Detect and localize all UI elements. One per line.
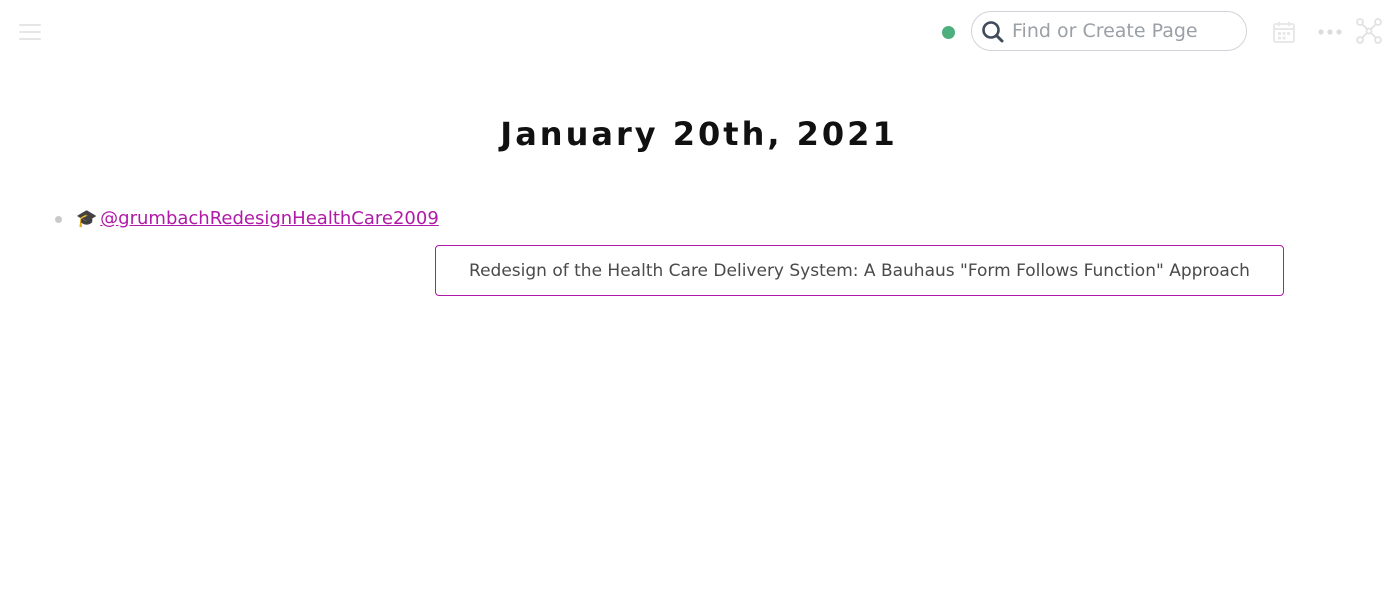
search-icon [982, 21, 1004, 43]
block-bullet[interactable] [55, 216, 62, 223]
reference-preview-tooltip: Redesign of the Health Care Delivery Sys… [435, 245, 1284, 296]
search-input[interactable] [1012, 16, 1238, 46]
page-reference-text: @grumbachRedesignHealthCare2009 [100, 208, 439, 229]
top-bar [0, 0, 1394, 64]
search-box[interactable] [971, 11, 1247, 51]
page-reference-link[interactable]: 🎓 @grumbachRedesignHealthCare2009 [76, 206, 439, 232]
sync-status-dot [942, 26, 955, 39]
page-title[interactable]: January 20th, 2021 [500, 115, 898, 153]
more-dots-icon[interactable] [1317, 24, 1343, 40]
graph-icon[interactable] [1356, 18, 1382, 44]
hamburger-menu-icon[interactable] [18, 21, 42, 41]
calendar-icon[interactable] [1272, 20, 1296, 44]
graduation-cap-icon: 🎓 [76, 209, 98, 229]
tooltip-text: Redesign of the Health Care Delivery Sys… [469, 260, 1250, 281]
